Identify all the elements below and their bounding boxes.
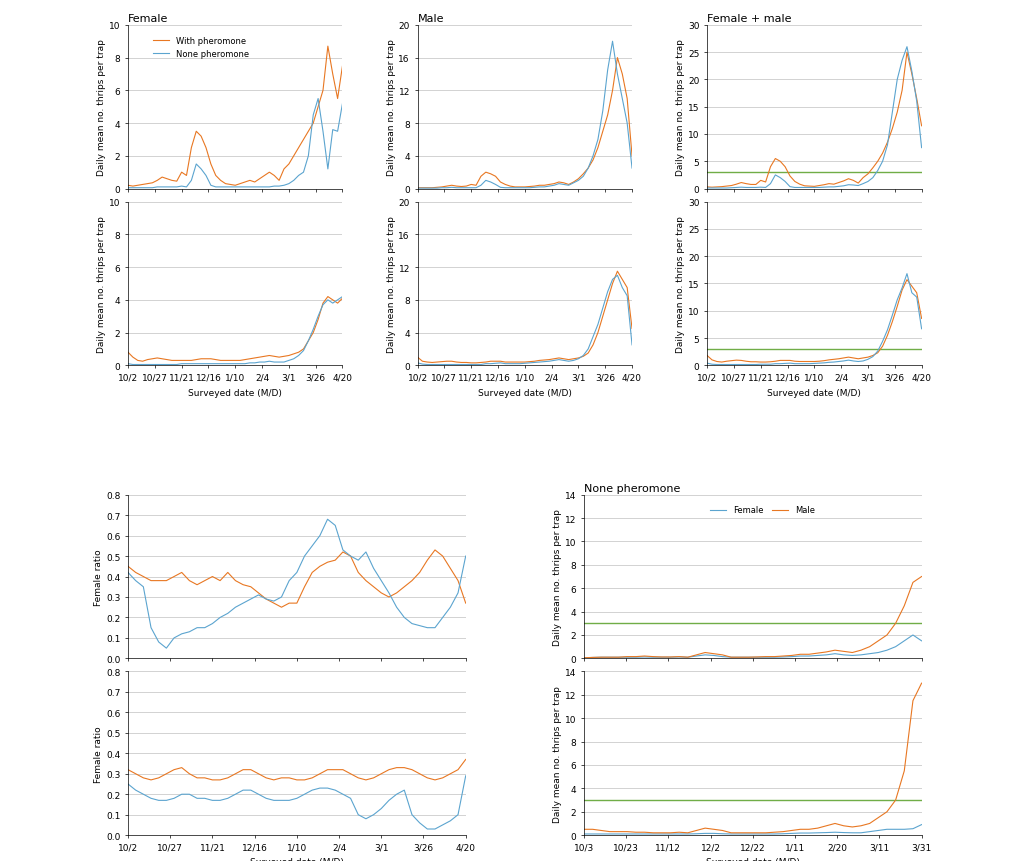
Y-axis label: Daily mean no. thrips per trap: Daily mean no. thrips per trap [387,40,395,176]
Y-axis label: Daily mean no. thrips per trap: Daily mean no. thrips per trap [676,216,685,352]
Y-axis label: Daily mean no. thrips per trap: Daily mean no. thrips per trap [97,216,106,352]
Legend: Female, Male: Female, Male [707,503,818,518]
Text: Male: Male [418,14,444,23]
X-axis label: Surveyed date (M/D): Surveyed date (M/D) [767,388,861,397]
Text: None pheromone: None pheromone [584,483,680,493]
Y-axis label: Daily mean no. thrips per trap: Daily mean no. thrips per trap [676,40,685,176]
Y-axis label: Daily mean no. thrips per trap: Daily mean no. thrips per trap [553,509,562,645]
Y-axis label: Female ratio: Female ratio [94,725,103,782]
Y-axis label: Daily mean no. thrips per trap: Daily mean no. thrips per trap [387,216,395,352]
Y-axis label: Daily mean no. thrips per trap: Daily mean no. thrips per trap [553,685,562,821]
Y-axis label: Daily mean no. thrips per trap: Daily mean no. thrips per trap [97,40,106,176]
Legend: With pheromone, None pheromone: With pheromone, None pheromone [150,34,253,62]
Text: Female + male: Female + male [708,14,792,23]
X-axis label: Surveyed date (M/D): Surveyed date (M/D) [478,388,571,397]
Y-axis label: Female ratio: Female ratio [94,548,103,605]
X-axis label: Surveyed date (M/D): Surveyed date (M/D) [250,858,344,861]
X-axis label: Surveyed date (M/D): Surveyed date (M/D) [706,858,800,861]
Text: Female: Female [128,14,168,23]
X-axis label: Surveyed date (M/D): Surveyed date (M/D) [188,388,283,397]
